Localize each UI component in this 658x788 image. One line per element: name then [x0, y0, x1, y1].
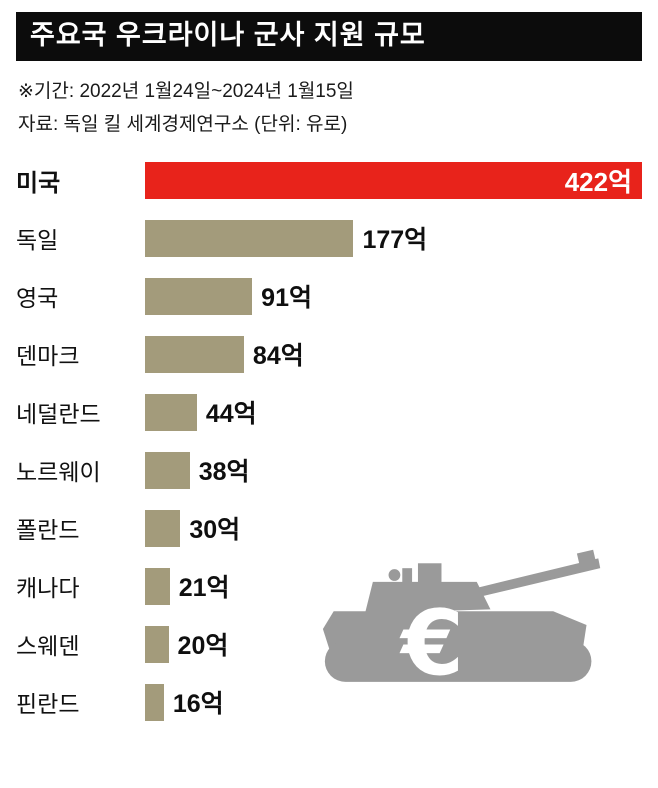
chart-row: 미국 422억 — [16, 151, 642, 209]
country-label: 영국 — [16, 285, 59, 312]
bar-track: 21억 — [145, 557, 642, 615]
value-label: 20억 — [177, 632, 229, 661]
bar — [145, 451, 190, 489]
value-label: 84억 — [252, 342, 304, 371]
chart-row: 폴란드 30억 — [16, 499, 642, 557]
bar-track: 38억 — [145, 441, 642, 499]
chart-row: 스웨덴 20억 — [16, 615, 642, 673]
country-label: 덴마크 — [16, 343, 80, 370]
bar-track: 177억 — [145, 209, 642, 267]
bar-track: 84억 — [145, 325, 642, 383]
bar-track: 44억 — [145, 383, 642, 441]
value-label: 21억 — [178, 574, 230, 603]
page-title: 주요국 우크라이나 군사 지원 규모 — [16, 12, 642, 61]
euro-icon: € — [399, 591, 464, 696]
chart-row: 노르웨이 38억 — [16, 441, 642, 499]
bar-track: 91억 — [145, 267, 642, 325]
chart-row: 독일 177억 — [16, 209, 642, 267]
meta-period: ※기간: 2022년 1월24일~2024년 1월15일 — [18, 80, 354, 102]
bar-track: 16억 — [145, 673, 642, 731]
country-label: 노르웨이 — [16, 459, 101, 486]
bar-highlight: 422억 — [145, 161, 642, 199]
value-label: 44억 — [205, 400, 257, 429]
bar-track: 422억 — [145, 151, 642, 209]
bar-track: 20억 — [145, 615, 642, 673]
country-label: 네덜란드 — [16, 401, 101, 428]
chart-row: 캐나다 21억 — [16, 557, 642, 615]
bar — [145, 219, 354, 257]
bar — [145, 277, 253, 315]
country-label: 캐나다 — [16, 575, 80, 602]
country-label: 핀란드 — [16, 691, 80, 718]
meta-block: ※기간: 2022년 1월24일~2024년 1월15일 자료: 독일 킬 세계… — [18, 75, 640, 142]
bar — [145, 393, 197, 431]
tank-icon: € — [318, 538, 612, 714]
chart-row: 핀란드 16억 — [16, 673, 642, 731]
chart-row: 네덜란드 44억 — [16, 383, 642, 441]
bar — [145, 335, 244, 373]
bar-track: 30억 — [145, 499, 642, 557]
tank-shape — [322, 549, 601, 682]
bar — [145, 567, 170, 605]
chart-row: 영국 91억 — [16, 267, 642, 325]
value-label: 91억 — [261, 284, 312, 313]
value-label: 16억 — [172, 690, 224, 719]
value-label: 30억 — [189, 516, 241, 545]
country-label: 미국 — [16, 169, 61, 197]
country-label: 폴란드 — [16, 517, 80, 544]
value-label: 38억 — [198, 458, 250, 487]
chart-row: 덴마크 84억 — [16, 325, 642, 383]
bar — [145, 509, 181, 547]
bar — [145, 625, 169, 663]
meta-source: 자료: 독일 킬 세계경제연구소 (단위: 유로) — [18, 113, 348, 135]
country-label: 독일 — [16, 227, 59, 254]
value-label: 422억 — [564, 166, 632, 197]
bar — [145, 683, 164, 721]
value-label: 177억 — [362, 226, 428, 255]
country-label: 스웨덴 — [16, 633, 80, 660]
